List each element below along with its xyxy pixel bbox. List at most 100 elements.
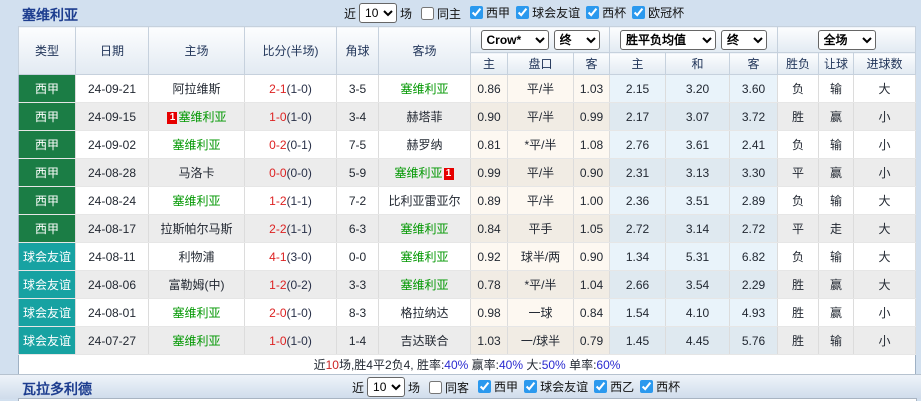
team-name: 赫塔菲 bbox=[406, 110, 443, 124]
same-home-label: 同主 bbox=[437, 6, 462, 21]
team-name: 塞维利亚 bbox=[178, 110, 227, 124]
handicap-result-cell: 输 bbox=[818, 242, 854, 271]
goals-result-cell: 小 bbox=[853, 326, 916, 355]
team-name: 比利亚雷亚尔 bbox=[388, 194, 461, 208]
corners-cell: 7-2 bbox=[336, 186, 379, 215]
avg-away-odds-cell: 3.72 bbox=[729, 102, 778, 131]
date-cell: 24-08-06 bbox=[75, 270, 149, 299]
avg-away-odds-cell: 5.76 bbox=[729, 326, 778, 355]
avg-time-select[interactable]: 终 bbox=[721, 29, 767, 50]
league-cell: 球会友谊 bbox=[18, 242, 76, 271]
col-header-corners: 角球 bbox=[336, 26, 379, 75]
valladolid-controls: 近 10 场 同客 西甲 球会友谊 西乙 西杯 bbox=[352, 376, 680, 398]
sub-header-wdl: 胜负 bbox=[777, 52, 819, 75]
handicap-line-cell: 平手 bbox=[507, 214, 574, 243]
avg-draw-odds-cell: 3.54 bbox=[665, 270, 730, 299]
odds-company-select[interactable]: Crow* bbox=[480, 29, 549, 50]
recent-count-select[interactable]: 10 bbox=[359, 3, 398, 23]
date-cell: 24-08-01 bbox=[75, 298, 149, 327]
sevilla-controls: 近 10 场 同主 西甲 球会友谊 西杯 欧冠杯 bbox=[344, 2, 684, 24]
wdl-result-cell: 胜 bbox=[777, 326, 819, 355]
away-team-cell: 格拉纳达 bbox=[378, 298, 471, 327]
recent-count-select[interactable]: 10 bbox=[367, 377, 406, 397]
league-filter[interactable]: 西甲 bbox=[472, 378, 518, 395]
goals-result-cell: 小 bbox=[853, 102, 916, 131]
league-filter-checkbox[interactable] bbox=[470, 6, 484, 19]
league-cell: 西甲 bbox=[18, 130, 76, 159]
table-row: 西甲 24-08-24 塞维利亚 1-2(1-1) 7-2 比利亚雷亚尔 0.8… bbox=[18, 186, 916, 215]
league-filter-label: 西杯 bbox=[656, 380, 681, 394]
away-team-cell: 塞维利亚 bbox=[378, 74, 471, 103]
odds-time-select[interactable]: 终 bbox=[553, 29, 600, 50]
corners-cell: 6-3 bbox=[336, 214, 379, 243]
wdl-result-cell: 平 bbox=[777, 214, 819, 243]
handicap-line-cell: 平/半 bbox=[507, 186, 574, 215]
league-filter-checkbox[interactable] bbox=[516, 6, 530, 19]
crow-away-odds-cell: 0.90 bbox=[573, 158, 610, 187]
team-name: 赫罗纳 bbox=[406, 138, 443, 152]
handicap-result-cell: 输 bbox=[818, 186, 854, 215]
league-cell: 西甲 bbox=[18, 186, 76, 215]
same-away-checkbox[interactable] bbox=[429, 380, 443, 394]
league-filter-checkbox[interactable] bbox=[594, 380, 608, 393]
league-filter[interactable]: 西甲 bbox=[464, 4, 510, 21]
league-filter[interactable]: 西杯 bbox=[580, 4, 626, 21]
sub-header-crow-away: 客 bbox=[573, 52, 610, 75]
goals-result-cell: 小 bbox=[853, 158, 916, 187]
crow-home-odds-cell: 0.90 bbox=[470, 102, 508, 131]
team-name: 塞维利亚 bbox=[394, 166, 443, 180]
avg-away-odds-cell: 3.30 bbox=[729, 158, 778, 187]
crow-home-odds-cell: 0.89 bbox=[470, 186, 508, 215]
score-cell: 0-0(0-0) bbox=[244, 158, 337, 187]
table-row: 球会友谊 24-08-01 塞维利亚 2-0(1-0) 8-3 格拉纳达 0.9… bbox=[18, 298, 916, 327]
avg-home-odds-cell: 2.76 bbox=[609, 130, 666, 159]
handicap-line-cell: *平/半 bbox=[507, 270, 574, 299]
handicap-line-cell: *平/半 bbox=[507, 130, 574, 159]
league-cell: 球会友谊 bbox=[18, 298, 76, 327]
same-away-toggle[interactable]: 同客 bbox=[423, 379, 469, 396]
avg-away-odds-cell: 2.29 bbox=[729, 270, 778, 299]
home-team-cell: 马洛卡 bbox=[148, 158, 245, 187]
avg-odds-group: 胜平负均值 终 bbox=[609, 26, 778, 53]
summary-segment: 单率: bbox=[565, 358, 597, 372]
team-name: 利物浦 bbox=[178, 250, 215, 264]
table-row: 西甲 24-08-17 拉斯帕尔马斯 2-2(1-1) 6-3 塞维利亚 0.8… bbox=[18, 214, 916, 243]
league-cell: 西甲 bbox=[18, 214, 76, 243]
avg-home-odds-cell: 2.17 bbox=[609, 102, 666, 131]
avg-odds-select[interactable]: 胜平负均值 bbox=[620, 29, 716, 50]
avg-away-odds-cell: 2.41 bbox=[729, 130, 778, 159]
sub-header-avg-home: 主 bbox=[609, 52, 666, 75]
crow-home-odds-cell: 1.03 bbox=[470, 326, 508, 355]
goals-result-cell: 大 bbox=[853, 270, 916, 299]
league-filter[interactable]: 西杯 bbox=[634, 378, 680, 395]
handicap-result-cell: 赢 bbox=[818, 298, 854, 327]
league-filter[interactable]: 西乙 bbox=[588, 378, 634, 395]
league-filter-checkbox[interactable] bbox=[478, 380, 492, 393]
team-name: 塞维利亚 bbox=[172, 334, 221, 348]
scope-select[interactable]: 全场 bbox=[817, 29, 876, 50]
league-filter[interactable]: 球会友谊 bbox=[518, 378, 588, 395]
team-name: 拉斯帕尔马斯 bbox=[160, 222, 233, 236]
summary-segment: 40% bbox=[444, 358, 469, 372]
handicap-result-cell: 赢 bbox=[818, 270, 854, 299]
corners-cell: 8-3 bbox=[336, 298, 379, 327]
league-filter-checkbox[interactable] bbox=[640, 380, 654, 393]
score-cell: 1-2(0-2) bbox=[244, 270, 337, 299]
avg-home-odds-cell: 1.54 bbox=[609, 298, 666, 327]
date-cell: 24-09-15 bbox=[75, 102, 149, 131]
col-header-away: 客场 bbox=[378, 26, 471, 75]
handicap-line-cell: 平/半 bbox=[507, 158, 574, 187]
league-filter-checkbox[interactable] bbox=[524, 380, 538, 393]
league-filter[interactable]: 欧冠杯 bbox=[626, 4, 684, 21]
league-filter-checkbox[interactable] bbox=[632, 6, 646, 19]
home-team-cell: 富勒姆(中) bbox=[148, 270, 245, 299]
summary-segment: 40% bbox=[499, 358, 524, 372]
odds-company-group: Crow* 终 bbox=[470, 26, 610, 53]
same-home-toggle[interactable]: 同主 bbox=[415, 5, 461, 22]
next-team-section-title: 瓦拉多利德 bbox=[22, 381, 92, 397]
score-cell: 4-1(3-0) bbox=[244, 242, 337, 271]
league-filter-checkbox[interactable] bbox=[586, 6, 600, 19]
same-home-checkbox[interactable] bbox=[421, 6, 435, 20]
league-filter[interactable]: 球会友谊 bbox=[510, 4, 580, 21]
away-team-cell: 吉达联合 bbox=[378, 326, 471, 355]
